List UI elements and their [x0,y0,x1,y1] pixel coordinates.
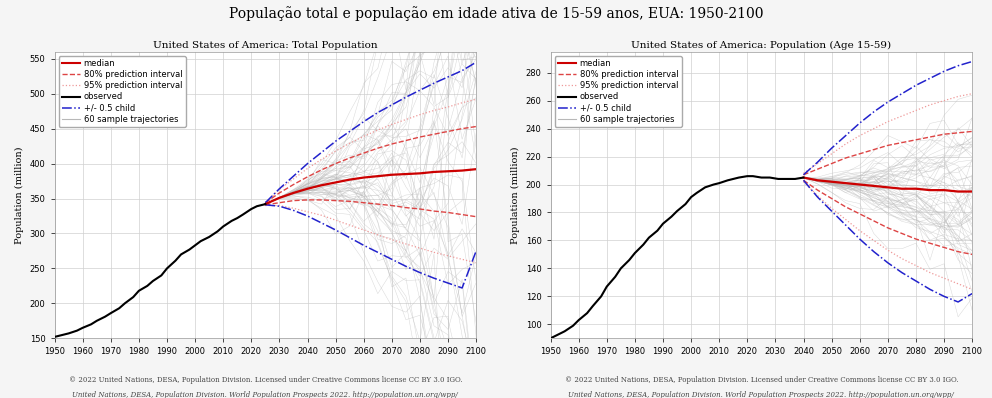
Legend: median, 80% prediction interval, 95% prediction interval, observed, +/- 0.5 chil: median, 80% prediction interval, 95% pre… [555,56,682,127]
Text: População total e população em idade ativa de 15-59 anos, EUA: 1950-2100: População total e população em idade ati… [229,6,763,21]
Text: © 2022 United Nations, DESA, Population Division. Licensed under Creative Common: © 2022 United Nations, DESA, Population … [68,376,462,384]
Title: United States of America: Population (Age 15-59): United States of America: Population (Ag… [631,41,892,50]
Legend: median, 80% prediction interval, 95% prediction interval, observed, +/- 0.5 chil: median, 80% prediction interval, 95% pre… [59,56,186,127]
Y-axis label: Population (million): Population (million) [15,146,24,244]
Text: © 2022 United Nations, DESA, Population Division. Licensed under Creative Common: © 2022 United Nations, DESA, Population … [564,376,958,384]
Y-axis label: Population (million): Population (million) [511,146,520,244]
Title: United States of America: Total Population: United States of America: Total Populati… [153,41,378,50]
Text: United Nations, DESA, Population Division. World Population Prospects 2022. http: United Nations, DESA, Population Divisio… [72,391,458,398]
Text: United Nations, DESA, Population Division. World Population Prospects 2022. http: United Nations, DESA, Population Divisio… [568,391,954,398]
